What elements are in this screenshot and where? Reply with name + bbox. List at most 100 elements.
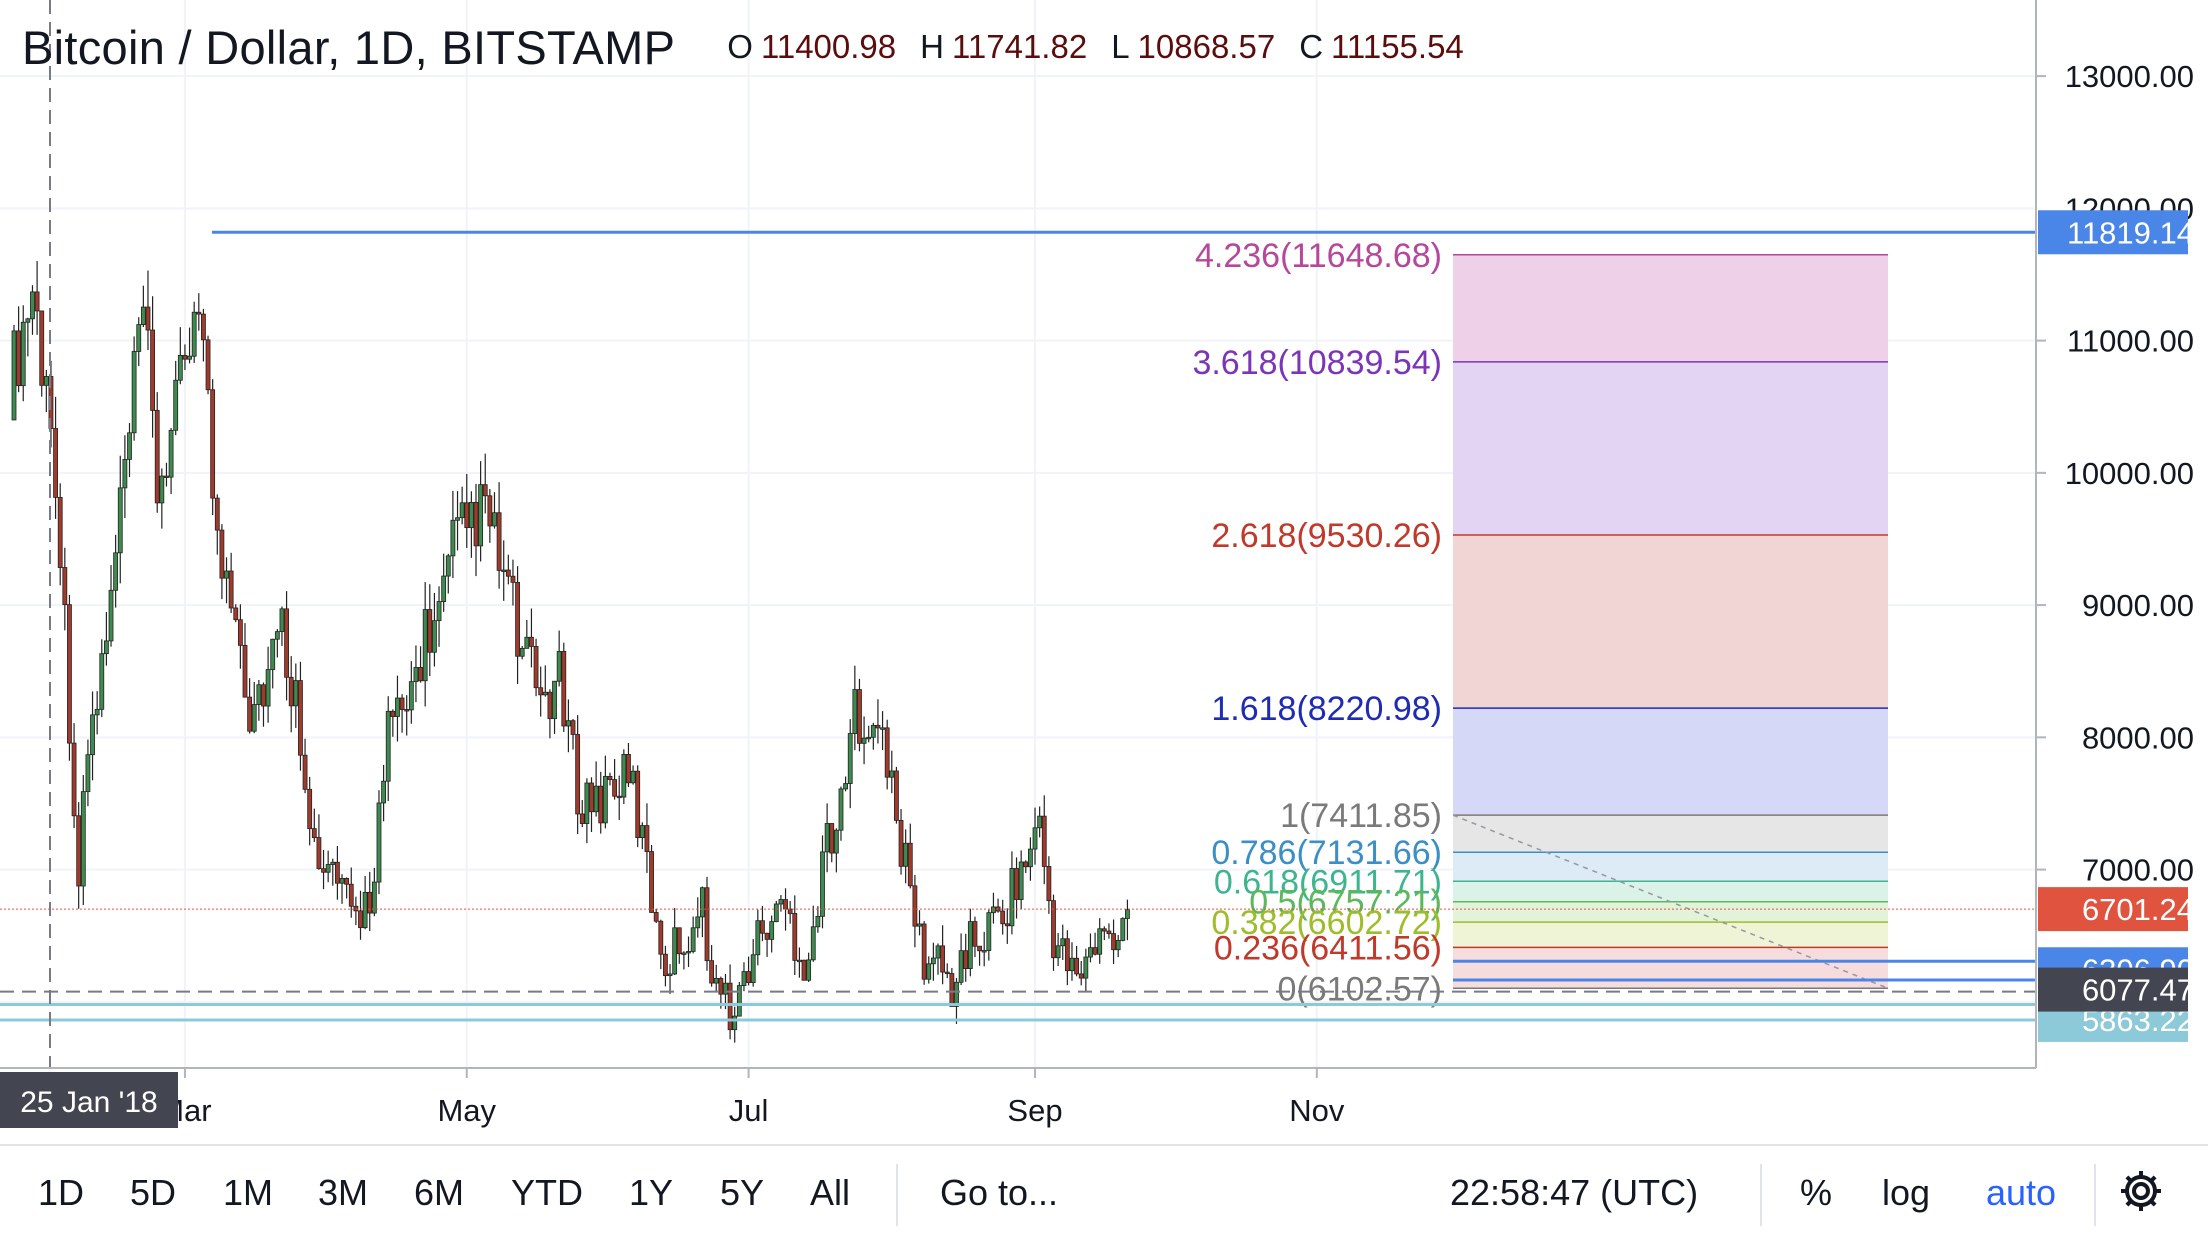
candle: [1092, 947, 1098, 955]
candle: [958, 950, 964, 983]
candle: [575, 734, 581, 815]
candle: [205, 339, 211, 391]
candle: [542, 691, 548, 696]
candle: [11, 330, 17, 421]
candle: [649, 851, 654, 913]
candle: [663, 953, 668, 977]
timeframe-5y-button[interactable]: 5Y: [720, 1172, 765, 1213]
candle: [256, 684, 262, 705]
price-tick-label: 13000.00: [2065, 59, 2194, 94]
candle: [667, 973, 673, 977]
candle: [570, 720, 576, 735]
percent-scale-button[interactable]: %: [1800, 1172, 1833, 1213]
candle: [829, 823, 835, 854]
candle: [53, 428, 58, 498]
candle: [316, 837, 322, 870]
candle: [154, 410, 160, 504]
candle: [755, 920, 761, 956]
candle: [875, 724, 881, 729]
timeframe-5d-button[interactable]: 5D: [130, 1172, 177, 1213]
fib-zone: [1453, 534, 1888, 709]
timeframe-6m-button[interactable]: 6M: [414, 1172, 465, 1213]
candle: [940, 945, 946, 973]
ohlc-open-value: 11400.98: [760, 28, 897, 65]
candle: [371, 881, 377, 914]
candle: [833, 829, 839, 854]
timeframe-all-button[interactable]: All: [810, 1172, 851, 1213]
candle: [1064, 938, 1070, 972]
candle: [505, 569, 511, 577]
candle: [672, 927, 678, 975]
candle: [279, 608, 285, 633]
candle: [164, 475, 169, 478]
timeframe-ytd-button[interactable]: YTD: [511, 1172, 583, 1213]
candle: [201, 313, 206, 341]
ohlc-close-label: C: [1299, 28, 1324, 65]
candle: [196, 311, 202, 315]
candle: [478, 484, 484, 547]
candle: [1111, 933, 1116, 951]
price-label-badge: [2038, 967, 2188, 1012]
candle: [127, 432, 132, 460]
price-tick-label: 11000.00: [2067, 324, 2194, 359]
time-tick-label: Nov: [1289, 1093, 1345, 1128]
log-scale-button[interactable]: log: [1882, 1172, 1931, 1213]
candle: [168, 429, 174, 478]
candle: [67, 604, 72, 744]
price-label-text: 6077.47: [2082, 973, 2194, 1008]
candle: [321, 868, 326, 873]
candle: [99, 653, 105, 710]
candle: [598, 785, 604, 824]
candle: [704, 887, 710, 962]
candle: [501, 569, 507, 572]
candle: [820, 851, 825, 917]
candle: [140, 306, 146, 325]
time-tick-label: Jul: [729, 1093, 769, 1128]
fib-level-label: 0.236(6411.56): [1214, 929, 1442, 967]
price-tick-label: 7000.00: [2082, 853, 2194, 888]
candle: [293, 680, 299, 707]
fib-level-label: 4.236(11648.68): [1195, 237, 1442, 275]
goto-date-button[interactable]: Go to...: [940, 1172, 1059, 1213]
candle: [390, 710, 396, 717]
candle: [492, 512, 497, 527]
candle: [57, 497, 63, 568]
price-tick-label: 10000.00: [2065, 456, 2194, 491]
fib-level-label: 0.618(6911.71): [1214, 863, 1442, 901]
candle: [533, 646, 539, 689]
fib-level-label: 2.618(9530.26): [1211, 517, 1442, 555]
candle: [653, 912, 659, 922]
candle: [639, 825, 645, 838]
candle: [422, 609, 428, 682]
candle: [894, 770, 899, 821]
candle: [1032, 827, 1038, 850]
gear-icon[interactable]: [2118, 1168, 2164, 1223]
candle: [510, 575, 516, 583]
price-label-badge: [2038, 887, 2188, 932]
utc-clock[interactable]: 22:58:47 (UTC): [1450, 1172, 1699, 1213]
candle: [1078, 973, 1084, 979]
candle: [981, 950, 987, 953]
timeframe-1m-button[interactable]: 1M: [223, 1172, 274, 1213]
candle: [214, 497, 220, 531]
candle: [783, 899, 788, 910]
auto-scale-button[interactable]: auto: [1986, 1172, 2057, 1213]
candle: [1106, 930, 1112, 934]
candle: [977, 945, 982, 952]
candle: [1051, 900, 1056, 959]
symbol-title[interactable]: Bitcoin / Dollar, 1D, BITSTAMP: [22, 20, 676, 74]
candle: [547, 691, 553, 720]
candle: [1000, 910, 1006, 925]
timeframe-3m-button[interactable]: 3M: [318, 1172, 369, 1213]
candle: [732, 1015, 738, 1031]
candle: [358, 910, 363, 929]
timeframe-1d-button[interactable]: 1D: [38, 1172, 85, 1213]
candle: [626, 754, 631, 784]
candle: [191, 311, 197, 357]
timeframe-1y-button[interactable]: 1Y: [629, 1172, 674, 1213]
candle: [986, 912, 992, 951]
candle: [1023, 861, 1029, 868]
candle: [1004, 923, 1010, 927]
